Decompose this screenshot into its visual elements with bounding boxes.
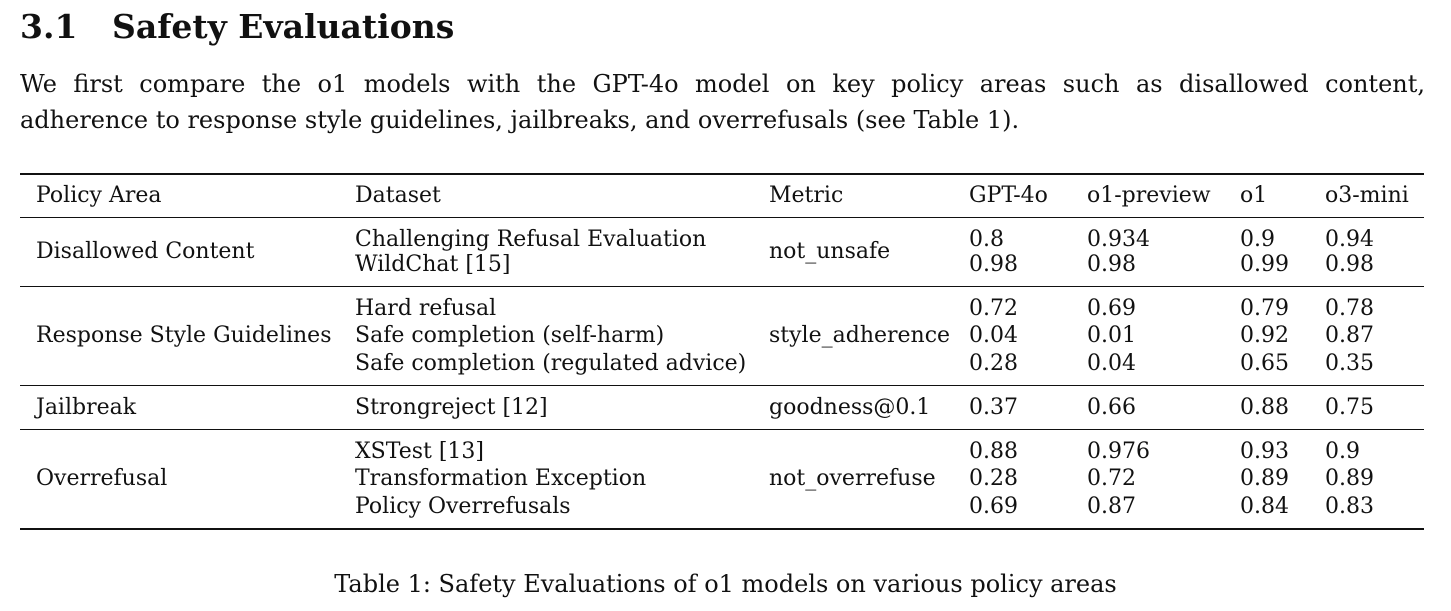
value-o1: 0.9 — [1240, 226, 1275, 252]
metric-cell: not_overrefuse — [769, 466, 936, 491]
dataset-cell: XSTest [13] — [355, 438, 485, 464]
table-row: Jailbreak Strongreject [12] goodness@0.1… — [20, 385, 1424, 429]
dataset-cell: Transformation Exception — [355, 466, 647, 491]
value-o1: 0.88 — [1240, 394, 1289, 420]
paragraph-line-2: adherence to response style guidelines, … — [20, 106, 1020, 134]
value-o1: 0.92 — [1240, 323, 1289, 348]
value-gpt-4o: 0.28 — [969, 350, 1018, 376]
table-caption: Table 1: Safety Evaluations of o1 models… — [334, 570, 1117, 598]
value-o1-preview: 0.98 — [1087, 251, 1136, 277]
value-o1-preview: 0.66 — [1087, 394, 1136, 420]
value-o3-mini: 0.35 — [1325, 350, 1374, 376]
value-gpt-4o: 0.28 — [969, 466, 1018, 491]
section-title: Safety Evaluations — [112, 7, 455, 46]
value-gpt-4o: 0.8 — [969, 226, 1004, 252]
group-overrefusal: Overrefusal XSTest [13] not_overrefuse 0… — [20, 429, 1424, 529]
metric-cell: goodness@0.1 — [769, 394, 931, 420]
section-number: 3.1 — [20, 7, 78, 46]
table-row: Transformation Exception 0.28 0.72 0.89 … — [20, 464, 1424, 494]
table-row: Overrefusal XSTest [13] not_overrefuse 0… — [20, 429, 1424, 492]
value-gpt-4o: 0.69 — [969, 493, 1018, 519]
value-o3-mini: 0.98 — [1325, 251, 1374, 277]
table-row: Policy Overrefusals 0.69 0.87 0.84 0.83 — [20, 494, 1424, 529]
dataset-cell: Strongreject [12] — [355, 394, 548, 420]
header-dataset: Dataset — [355, 183, 441, 209]
dataset-cell: Challenging Refusal Evaluation — [355, 226, 707, 252]
dataset-cell: Safe completion (regulated advice) — [355, 350, 747, 376]
value-o3-mini: 0.83 — [1325, 493, 1374, 519]
policy-area-cell: Jailbreak — [36, 394, 137, 420]
value-gpt-4o: 0.04 — [969, 323, 1018, 348]
value-o1-preview: 0.976 — [1087, 438, 1150, 464]
value-o1-preview: 0.72 — [1087, 466, 1136, 491]
value-o3-mini: 0.75 — [1325, 394, 1374, 420]
header-o1-preview: o1-preview — [1087, 183, 1211, 209]
value-o3-mini: 0.9 — [1325, 438, 1360, 464]
value-o1: 0.89 — [1240, 466, 1289, 491]
dataset-cell: Hard refusal — [355, 295, 497, 321]
metric-cell: not_unsafe — [769, 239, 891, 264]
value-gpt-4o: 0.98 — [969, 251, 1018, 277]
safety-evaluations-table: Policy Area Dataset Metric GPT-4o o1-pre… — [20, 173, 1424, 530]
table-row: Safe completion (regulated advice) 0.28 … — [20, 351, 1424, 386]
value-o1-preview: 0.934 — [1087, 226, 1150, 252]
header-o1: o1 — [1240, 183, 1268, 209]
value-o1-preview: 0.04 — [1087, 350, 1136, 376]
header-metric: Metric — [769, 183, 844, 209]
value-o1-preview: 0.01 — [1087, 323, 1136, 348]
group-jailbreak: Jailbreak Strongreject [12] goodness@0.1… — [20, 385, 1424, 429]
header-policy-area: Policy Area — [36, 183, 162, 209]
value-o3-mini: 0.94 — [1325, 226, 1374, 252]
policy-area-cell: Response Style Guidelines — [36, 323, 332, 348]
dataset-cell: Policy Overrefusals — [355, 493, 571, 519]
table-row: WildChat [15] 0.98 0.98 0.99 0.98 — [20, 252, 1424, 287]
table-header: Policy Area Dataset Metric GPT-4o o1-pre… — [20, 174, 1424, 217]
dataset-cell: WildChat [15] — [355, 251, 511, 277]
value-gpt-4o: 0.37 — [969, 394, 1018, 420]
value-o1: 0.93 — [1240, 438, 1289, 464]
group-disallowed-content: Disallowed Content Challenging Refusal E… — [20, 217, 1424, 286]
header-o3-mini: o3-mini — [1325, 183, 1409, 209]
policy-area-cell: Overrefusal — [36, 466, 168, 491]
value-o1: 0.84 — [1240, 493, 1289, 519]
table-row: Response Style Guidelines Hard refusal s… — [20, 286, 1424, 349]
value-o1: 0.79 — [1240, 295, 1289, 321]
value-o1: 0.99 — [1240, 251, 1289, 277]
value-o1-preview: 0.69 — [1087, 295, 1136, 321]
group-response-style-guidelines: Response Style Guidelines Hard refusal s… — [20, 286, 1424, 385]
dataset-cell: Safe completion (self-harm) — [355, 323, 665, 348]
header-gpt-4o: GPT-4o — [969, 183, 1048, 209]
value-o3-mini: 0.89 — [1325, 466, 1374, 491]
intro-paragraph: We first compare the o1 models with the … — [20, 66, 1425, 138]
value-o1: 0.65 — [1240, 350, 1289, 376]
value-o3-mini: 0.78 — [1325, 295, 1374, 321]
value-o1-preview: 0.87 — [1087, 493, 1136, 519]
header-row: Policy Area Dataset Metric GPT-4o o1-pre… — [20, 174, 1424, 217]
metric-cell: style_adherence — [769, 323, 951, 348]
value-gpt-4o: 0.88 — [969, 438, 1018, 464]
paragraph-line-1: We first compare the o1 models with the … — [20, 70, 1425, 98]
section-heading: 3.1 Safety Evaluations — [20, 2, 454, 52]
table-row: Disallowed Content Challenging Refusal E… — [20, 217, 1424, 265]
value-o3-mini: 0.87 — [1325, 323, 1374, 348]
value-gpt-4o: 0.72 — [969, 295, 1018, 321]
policy-area-cell: Disallowed Content — [36, 239, 255, 264]
table-row: Safe completion (self-harm) 0.04 0.01 0.… — [20, 321, 1424, 351]
